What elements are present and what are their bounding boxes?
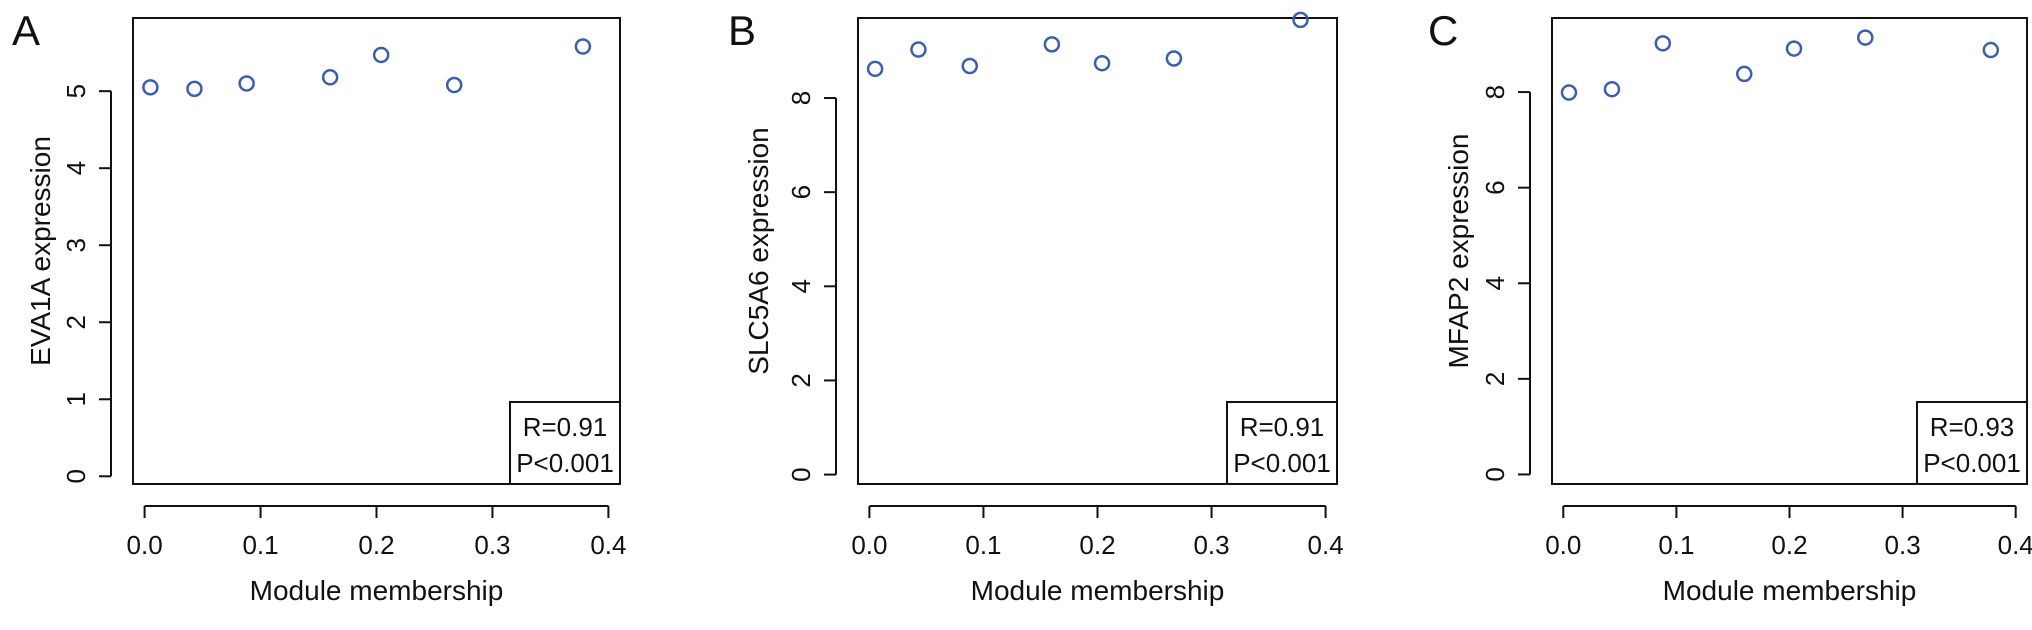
y-tick-label: 2 — [786, 373, 816, 387]
plot-frame — [1551, 17, 2028, 485]
panel-a: A 0.0 0.1 0.2 0.3 0.4 0 1 2 3 4 5 Module membership… — [0, 0, 690, 630]
data-point — [1736, 65, 1753, 83]
y-axis-title: EVA1A expression — [25, 136, 56, 366]
stats-r-value: R=0.93 — [1930, 412, 2015, 442]
x-axis-title: Module membership — [971, 575, 1225, 606]
x-tick-label: 0.4 — [590, 530, 626, 560]
stats-p-value: P<0.001 — [516, 448, 614, 478]
y-tick-label: 6 — [786, 185, 816, 199]
plot-frame — [132, 17, 621, 485]
stats-p-value: P<0.001 — [1923, 448, 2021, 478]
y-tick-label: 2 — [61, 315, 91, 329]
panel-letter: B — [728, 7, 757, 54]
data-point — [1165, 50, 1183, 67]
x-tick-label: 0.2 — [358, 530, 394, 560]
x-tick-label: 0.1 — [965, 530, 1001, 560]
stats-r-value: R=0.91 — [1240, 412, 1325, 442]
x-axis-title: Module membership — [1663, 575, 1917, 606]
y-tick-label: 4 — [61, 161, 91, 175]
y-tick-label: 6 — [1480, 180, 1510, 194]
data-point — [238, 75, 255, 92]
panel-b: B 0.0 0.1 0.2 0.3 0.4 0 2 4 6 8 Module membership S… — [700, 0, 1360, 630]
stats-p-value: P<0.001 — [1233, 448, 1331, 478]
y-tick-label: 4 — [1480, 276, 1510, 290]
stats-box — [1226, 401, 1338, 485]
data-point — [1785, 40, 1803, 57]
y-tick-label: 5 — [61, 84, 91, 98]
data-point — [910, 41, 927, 58]
plot-frame — [857, 17, 1338, 485]
x-tick-label: 0.4 — [1998, 530, 2032, 560]
y-tick-label: 8 — [1480, 85, 1510, 99]
y-axis-title: MFAP2 expression — [1443, 134, 1474, 369]
data-point — [1982, 41, 2000, 59]
x-axis-title: Module membership — [250, 575, 504, 606]
panel-c: C 0.0 0.1 0.2 0.3 0.4 0 2 4 6 8 Module membership M… — [1400, 0, 2032, 630]
data-point — [445, 76, 463, 94]
x-tick-label: 0.2 — [1771, 530, 1807, 560]
x-tick-label: 0.3 — [474, 530, 510, 560]
stats-box — [509, 401, 621, 485]
data-point — [574, 38, 592, 55]
scatter-plot-a: 0.0 0.1 0.2 0.3 0.4 0 1 2 3 4 5 Module membership EV… — [25, 17, 626, 606]
y-tick-label: 0 — [61, 469, 91, 483]
x-tick-label: 0.0 — [851, 530, 887, 560]
data-point — [1857, 29, 1874, 46]
x-tick-label: 0.1 — [1658, 530, 1694, 560]
data-point — [186, 80, 203, 98]
y-axis-title: SLC5A6 expression — [743, 127, 774, 374]
data-point — [866, 60, 884, 78]
data-point — [1292, 11, 1309, 29]
y-tick-label: 0 — [1480, 467, 1510, 481]
y-tick-label: 2 — [1480, 372, 1510, 386]
x-tick-label: 0.0 — [1545, 530, 1581, 560]
x-tick-label: 0.3 — [1885, 530, 1921, 560]
panel-letter: A — [12, 7, 41, 54]
stats-r-value: R=0.91 — [523, 412, 608, 442]
scatter-plot-c: 0.0 0.1 0.2 0.3 0.4 0 2 4 6 8 Module membership MFA… — [1443, 17, 2032, 606]
data-point — [961, 57, 979, 75]
data-point — [372, 46, 390, 64]
stats-box — [1916, 401, 2028, 485]
data-point — [1560, 84, 1578, 101]
y-tick-label: 3 — [61, 238, 91, 252]
x-tick-label: 0.2 — [1079, 530, 1115, 560]
y-tick-label: 1 — [61, 392, 91, 406]
data-point — [1603, 80, 1621, 98]
y-tick-label: 0 — [786, 467, 816, 481]
data-point — [1654, 35, 1672, 52]
data-point — [142, 79, 159, 96]
x-tick-label: 0.4 — [1308, 530, 1344, 560]
data-point — [1043, 36, 1061, 53]
scatter-plot-b: 0.0 0.1 0.2 0.3 0.4 0 2 4 6 8 Module membership SLC… — [743, 11, 1344, 606]
x-tick-label: 0.3 — [1193, 530, 1229, 560]
y-tick-label: 4 — [786, 279, 816, 293]
x-tick-label: 0.1 — [242, 530, 278, 560]
x-tick-label: 0.0 — [127, 530, 163, 560]
data-point — [1093, 54, 1111, 72]
y-tick-label: 8 — [786, 91, 816, 105]
panel-letter: C — [1428, 7, 1459, 54]
data-point — [321, 69, 339, 86]
